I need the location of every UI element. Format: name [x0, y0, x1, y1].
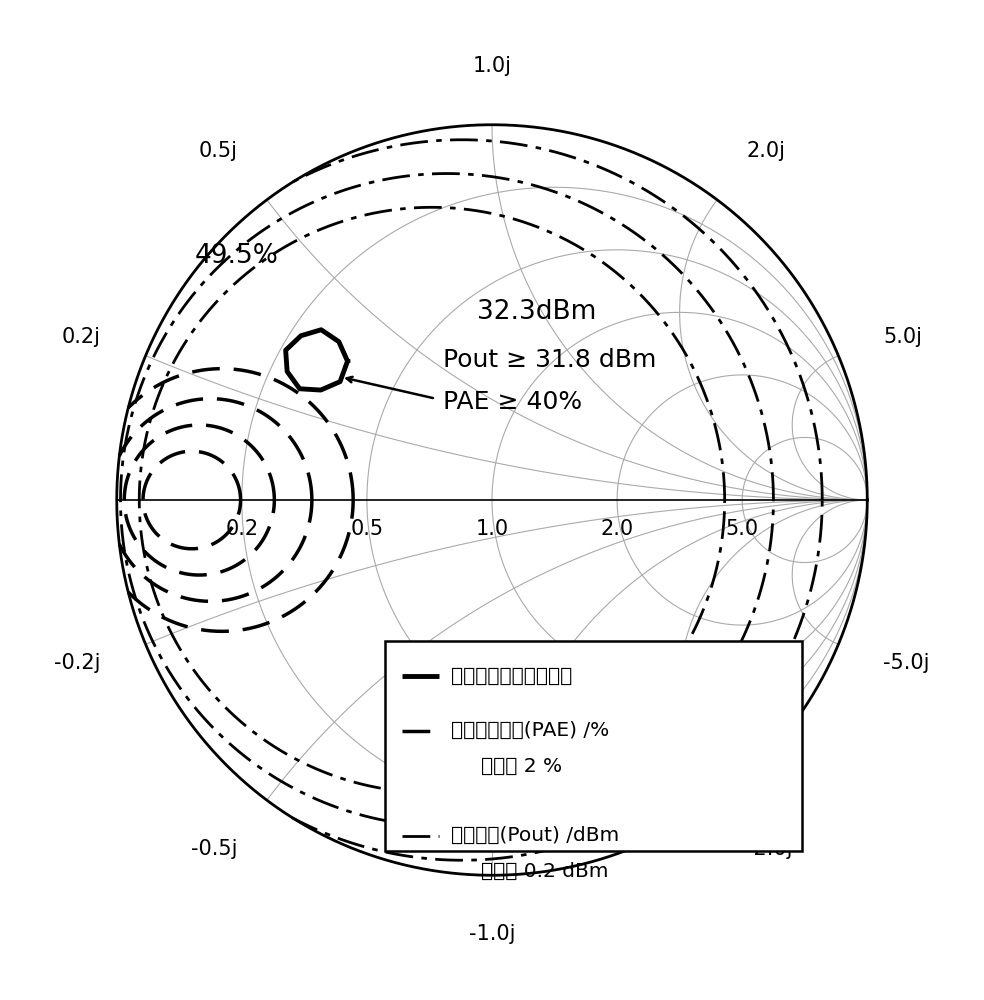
- Text: 1.0: 1.0: [475, 519, 509, 539]
- Text: 5.0j: 5.0j: [884, 327, 922, 347]
- Text: 5.0: 5.0: [725, 519, 759, 539]
- Text: 基波最佳负载阻抗区域: 基波最佳负载阻抗区域: [451, 667, 572, 686]
- Text: 2.0: 2.0: [600, 519, 634, 539]
- Text: 步进： 2 %: 步进： 2 %: [481, 757, 562, 776]
- Text: 32.3dBm: 32.3dBm: [477, 299, 596, 325]
- Text: 0.5: 0.5: [350, 519, 384, 539]
- FancyBboxPatch shape: [385, 641, 802, 851]
- Text: 功率附加效率(PAE) /%: 功率附加效率(PAE) /%: [451, 721, 609, 740]
- Text: 0.2j: 0.2j: [62, 327, 100, 347]
- Text: -0.2j: -0.2j: [54, 653, 100, 673]
- Text: 49.5%: 49.5%: [195, 243, 278, 269]
- Text: 1.0j: 1.0j: [472, 56, 512, 76]
- Text: Pout ≥ 31.8 dBm: Pout ≥ 31.8 dBm: [443, 348, 656, 372]
- Text: -2.0j: -2.0j: [747, 839, 793, 859]
- Text: -5.0j: -5.0j: [884, 653, 930, 673]
- Text: -0.5j: -0.5j: [191, 839, 237, 859]
- Text: 0.5j: 0.5j: [199, 141, 237, 161]
- Text: 2.0j: 2.0j: [747, 141, 785, 161]
- Text: 输出功率(Pout) /dBm: 输出功率(Pout) /dBm: [451, 826, 619, 845]
- Text: 步进： 0.2 dBm: 步进： 0.2 dBm: [481, 862, 608, 881]
- Text: PAE ≥ 40%: PAE ≥ 40%: [443, 390, 583, 414]
- Text: -1.0j: -1.0j: [468, 924, 516, 944]
- Text: 0.2: 0.2: [225, 519, 259, 539]
